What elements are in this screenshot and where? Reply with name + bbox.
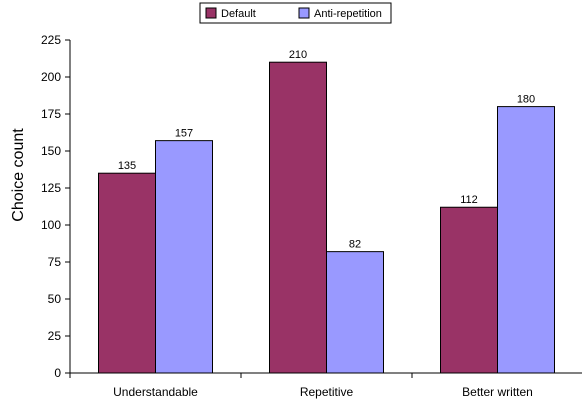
legend-label-default: Default [221,8,256,20]
data-labels: 135 157 210 82 112 180 [118,49,535,250]
bar [326,251,384,374]
y-axis-title: Choice count [10,128,27,222]
x-tick-label: Repetitive [300,385,354,399]
legend-swatch-default [205,7,217,19]
bar [269,61,327,374]
data-label: 157 [175,128,193,140]
y-tick-label: 150 [41,144,61,158]
bar [155,140,213,374]
y-tick-label: 0 [54,366,61,380]
data-label: 82 [349,239,361,251]
bars [98,61,555,374]
y-tick-label: 100 [41,218,61,232]
legend: Default Anti-repetition [199,2,392,24]
data-label: 135 [118,160,136,172]
y-tick-label: 75 [48,255,62,269]
y-tick-label: 175 [41,107,61,121]
bar [98,172,156,374]
y-tick-label: 225 [41,33,61,47]
data-label: 180 [517,94,535,106]
data-label: 210 [289,49,307,61]
bar [497,106,555,374]
x-tick-label: Better written [462,385,533,399]
data-label: 112 [460,194,478,206]
legend-swatch-anti-repetition [298,7,310,19]
x-axis: Understandable Repetitive Better written [69,372,582,399]
y-tick-label: 125 [41,181,61,195]
y-tick-label: 50 [48,292,62,306]
bar [440,206,498,374]
x-tick-label: Understandable [113,385,198,399]
legend-label-anti-repetition: Anti-repetition [314,8,382,20]
y-tick-label: 25 [48,329,62,343]
y-axis: 0 25 50 75 100 125 150 175 200 225 [41,33,71,380]
y-tick-label: 200 [41,70,61,84]
legend-box [199,2,392,24]
